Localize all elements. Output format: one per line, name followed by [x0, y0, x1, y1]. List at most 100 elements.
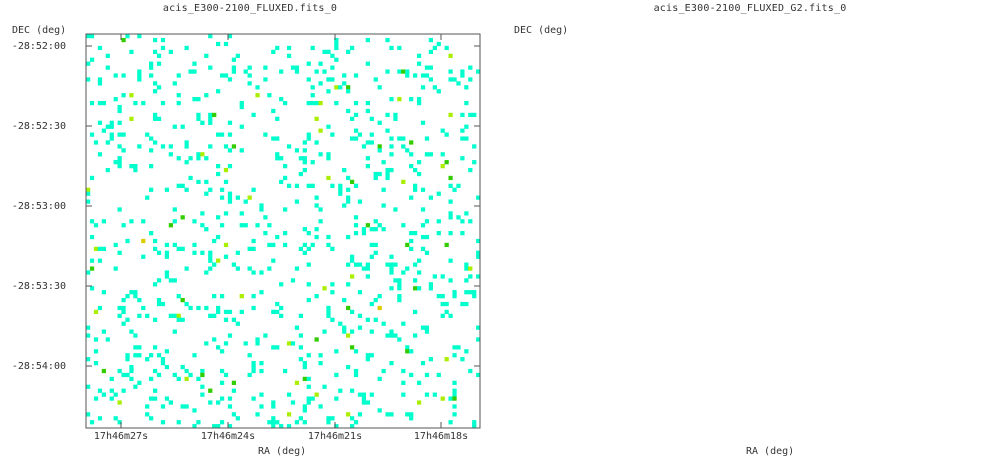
y-tick-label: -28:53:00 [12, 201, 66, 212]
heatmap-cell [188, 305, 193, 311]
heatmap-cell [472, 424, 477, 429]
heatmap-cell [259, 207, 264, 212]
heatmap-cell [176, 294, 181, 299]
heatmap-cell [322, 286, 327, 291]
heatmap-cell [239, 104, 244, 110]
heatmap-cell [314, 203, 319, 208]
heatmap-cell [346, 262, 351, 267]
heatmap-cell [267, 242, 272, 248]
heatmap-cell [97, 81, 103, 86]
heatmap-cell [397, 97, 402, 102]
heatmap-cell [397, 278, 402, 283]
heatmap-cell [149, 65, 154, 70]
heatmap-cell [113, 392, 118, 397]
heatmap-cell [365, 317, 370, 322]
heatmap-cell [413, 183, 418, 188]
heatmap-cell [275, 152, 280, 157]
heatmap-cell [353, 372, 359, 378]
heatmap-cell [357, 132, 363, 137]
heatmap-cell [149, 73, 154, 78]
x-tick-label: 17h46m27s [94, 431, 148, 442]
heatmap-cell [306, 282, 311, 287]
heatmap-cell [326, 49, 331, 54]
heatmap-cell [302, 361, 307, 366]
heatmap-cell [227, 333, 233, 338]
heatmap-cell [156, 353, 162, 358]
heatmap-cell [306, 400, 311, 405]
heatmap-cell [219, 349, 225, 354]
heatmap-cell [101, 392, 106, 397]
heatmap-cell [349, 258, 355, 263]
heatmap-cell [141, 219, 146, 224]
heatmap-cell [164, 254, 170, 259]
heatmap-cell [330, 183, 335, 188]
heatmap-cell [259, 368, 264, 374]
heatmap-cell [97, 45, 103, 51]
heatmap-cell [314, 100, 319, 106]
heatmap-cell [184, 144, 189, 149]
heatmap-cell [420, 223, 426, 228]
heatmap-cell [440, 164, 445, 169]
heatmap-cell [259, 290, 264, 295]
heatmap-cell [436, 89, 441, 94]
heatmap-cell [243, 199, 248, 204]
heatmap-cell [93, 396, 99, 401]
heatmap-cell [121, 297, 126, 303]
heatmap-cell [428, 282, 434, 287]
heatmap-cell [286, 45, 292, 51]
heatmap-cell [192, 242, 197, 248]
heatmap-cell [424, 152, 430, 157]
heatmap-cell [227, 195, 233, 200]
heatmap-cell [164, 349, 170, 354]
heatmap-cell [89, 100, 95, 106]
heatmap-cell [452, 77, 457, 82]
heatmap-cell [176, 73, 181, 78]
heatmap-cell [357, 199, 363, 204]
heatmap-cell [223, 317, 229, 322]
heatmap-cell [452, 392, 457, 397]
heatmap-cell [314, 195, 319, 200]
heatmap-cell [306, 183, 311, 188]
heatmap-cell [314, 140, 319, 145]
heatmap-cell [279, 156, 284, 161]
heatmap-cell [393, 333, 398, 338]
heatmap-cell [200, 120, 205, 125]
heatmap-cell [294, 183, 300, 188]
heatmap-cell [298, 156, 303, 161]
heatmap-cell [338, 187, 343, 192]
heatmap-cell [235, 250, 240, 255]
heatmap-cell [306, 132, 311, 137]
heatmap-cell [156, 116, 162, 121]
heatmap-cell [117, 207, 122, 212]
heatmap-cell [192, 97, 197, 102]
heatmap-cell [302, 250, 307, 255]
heatmap-cell [373, 227, 378, 232]
heatmap-cell [239, 211, 244, 216]
heatmap-cell [101, 290, 106, 295]
heatmap-cell [283, 100, 288, 106]
heatmap-cell [460, 73, 465, 78]
heatmap-cell [349, 136, 355, 141]
heatmap-cell [334, 424, 339, 429]
heatmap-cell [251, 238, 256, 244]
heatmap-cell [97, 152, 103, 157]
heatmap-cell [89, 266, 95, 271]
heatmap-cell [413, 333, 418, 338]
heatmap-cell [294, 420, 300, 425]
heatmap-cell [109, 136, 114, 141]
heatmap-cell [476, 195, 481, 200]
heatmap-cell [271, 258, 276, 263]
heatmap-cell [188, 156, 193, 161]
heatmap-cell [219, 187, 225, 192]
heatmap-cell [365, 223, 370, 228]
left-x-axis-label: RA (deg) [258, 446, 307, 457]
heatmap-cell [456, 81, 461, 86]
heatmap-cell [472, 290, 477, 295]
heatmap-cell [385, 412, 390, 417]
heatmap-cell [216, 164, 221, 169]
heatmap-cell [302, 242, 307, 248]
heatmap-cell [416, 97, 422, 102]
heatmap-cell [440, 396, 445, 401]
heatmap-cell [377, 408, 382, 413]
right-chart-title: acis_E300-2100_FLUXED_G2.fits_0 [653, 3, 847, 14]
